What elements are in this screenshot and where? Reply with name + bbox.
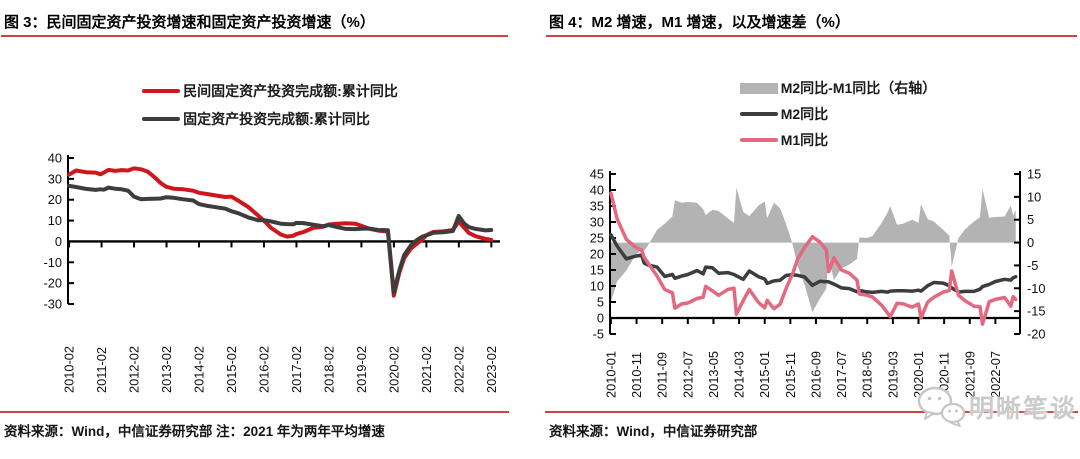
svg-text:10: 10: [1027, 189, 1041, 204]
svg-text:2019-02: 2019-02: [354, 346, 369, 393]
svg-text:2017-07: 2017-07: [834, 351, 849, 398]
figure-3-source-note: 资料来源：Wind，中信证券研究部 注：2021 年为两年平均增速: [4, 424, 385, 439]
svg-text:2016-09: 2016-09: [808, 351, 823, 398]
pink-line-swatch: [739, 137, 778, 143]
svg-text:40: 40: [48, 151, 62, 166]
figure-4-source-note: 资料来源：Wind，中信证券研究部: [549, 424, 758, 439]
svg-text:2018-02: 2018-02: [321, 346, 336, 393]
gray-bar-swatch: [739, 82, 778, 94]
svg-text:30: 30: [590, 215, 604, 230]
wechat-logo-icon: [917, 386, 965, 427]
legend-rows: M2同比-M1同比（右轴） M2同比 M1同比: [739, 79, 937, 149]
figure-3-chart: 40 30 20 10 0 -10 -20 -30 2010-02 2011-02 2012-02 2…: [44, 151, 500, 393]
svg-text:20: 20: [48, 192, 62, 207]
figure-4-footer-rule: [545, 411, 1078, 413]
watermark-text: 明晰笔谈: [968, 395, 1077, 423]
svg-text:2022-07: 2022-07: [988, 351, 1003, 398]
svg-text:-10: -10: [44, 255, 63, 270]
svg-text:2014-03: 2014-03: [732, 351, 747, 398]
svg-text:0: 0: [597, 311, 604, 326]
svg-text:0: 0: [1027, 235, 1034, 250]
svg-text:2023-02: 2023-02: [484, 346, 499, 393]
svg-text:5: 5: [1027, 212, 1034, 227]
figure-3-legend: 民间固定资产投资完成额:累计同比 固定资产投资完成额:累计同比: [0, 82, 540, 128]
brand-watermark: 明晰笔谈: [915, 385, 1077, 429]
svg-text:2020-01: 2020-01: [911, 351, 926, 398]
legend-item-m2: M2同比: [739, 105, 829, 123]
figure-4-legend: M2同比-M1同比（右轴） M2同比 M1同比: [568, 79, 1080, 149]
svg-text:2021-09: 2021-09: [962, 351, 977, 398]
svg-text:2010-02: 2010-02: [62, 346, 77, 393]
legend-label: 固定资产投资完成额:累计同比: [183, 111, 370, 127]
svg-text:2020-02: 2020-02: [386, 346, 401, 393]
dark-line-swatch: [739, 111, 778, 117]
svg-text:2019-03: 2019-03: [885, 351, 900, 398]
svg-text:2010-11: 2010-11: [629, 352, 644, 398]
svg-text:10: 10: [48, 213, 62, 228]
svg-text:40: 40: [590, 183, 604, 198]
svg-text:45: 45: [590, 167, 604, 182]
legend-item-total-fai: 固定资产投资完成额:累计同比: [142, 110, 370, 128]
legend-item-m1: M1同比: [739, 131, 829, 149]
svg-text:2010-01: 2010-01: [603, 351, 618, 398]
svg-text:35: 35: [590, 199, 604, 214]
legend-rows: 民间固定资产投资完成额:累计同比 固定资产投资完成额:累计同比: [142, 82, 398, 128]
svg-text:15: 15: [590, 263, 604, 278]
svg-text:2011-02: 2011-02: [94, 347, 109, 393]
legend-label: M1同比: [780, 132, 829, 148]
svg-text:5: 5: [597, 295, 604, 310]
svg-text:-5: -5: [593, 327, 604, 342]
svg-text:2011-09: 2011-09: [655, 352, 670, 398]
svg-text:2014-02: 2014-02: [192, 346, 207, 393]
figure-3-footer-rule: [0, 411, 509, 413]
svg-text:2013-05: 2013-05: [706, 351, 721, 398]
svg-text:2015-11: 2015-11: [783, 352, 798, 398]
svg-text:2015-01: 2015-01: [757, 351, 772, 398]
svg-text:10: 10: [590, 279, 604, 294]
svg-text:2016-02: 2016-02: [256, 346, 271, 393]
svg-text:30: 30: [48, 171, 62, 186]
svg-text:15: 15: [1027, 167, 1041, 182]
svg-text:2012-02: 2012-02: [127, 346, 142, 393]
svg-text:2015-02: 2015-02: [224, 346, 239, 393]
svg-text:-20: -20: [44, 276, 63, 291]
legend-label: M2同比-M1同比（右轴）: [780, 80, 937, 96]
figure-4-title: 图 4：M2 增速，M1 增速，以及增速差（%）: [549, 14, 850, 31]
legend-item-private-fai: 民间固定资产投资完成额:累计同比: [142, 82, 398, 100]
legend-label: M2同比: [780, 106, 829, 122]
legend-item-m2-minus-m1: M2同比-M1同比（右轴）: [739, 79, 937, 97]
red-line-swatch: [142, 88, 181, 94]
svg-text:-20: -20: [1027, 327, 1046, 342]
svg-text:-10: -10: [1027, 281, 1046, 296]
dark-line-swatch: [142, 116, 181, 122]
legend-label: 民间固定资产投资完成额:累计同比: [183, 83, 398, 99]
svg-text:-30: -30: [44, 297, 63, 312]
svg-text:0: 0: [55, 234, 62, 249]
svg-text:2018-05: 2018-05: [860, 351, 875, 398]
svg-text:2013-02: 2013-02: [159, 346, 174, 393]
svg-text:-5: -5: [1027, 258, 1038, 273]
svg-text:2017-02: 2017-02: [289, 346, 304, 393]
svg-text:2012-07: 2012-07: [680, 351, 695, 398]
figure-4-title-rule: [546, 35, 1077, 37]
svg-text:-15: -15: [1027, 304, 1046, 319]
svg-text:25: 25: [590, 231, 604, 246]
svg-text:2022-02: 2022-02: [451, 346, 466, 393]
svg-text:2021-02: 2021-02: [419, 346, 434, 393]
figure-3-title: 图 3：民间固定资产投资增速和固定资产投资增速（%）: [4, 14, 375, 31]
svg-text:20: 20: [590, 247, 604, 262]
figure-3-title-rule: [1, 35, 508, 37]
svg-text:2020-11: 2020-11: [937, 352, 952, 398]
